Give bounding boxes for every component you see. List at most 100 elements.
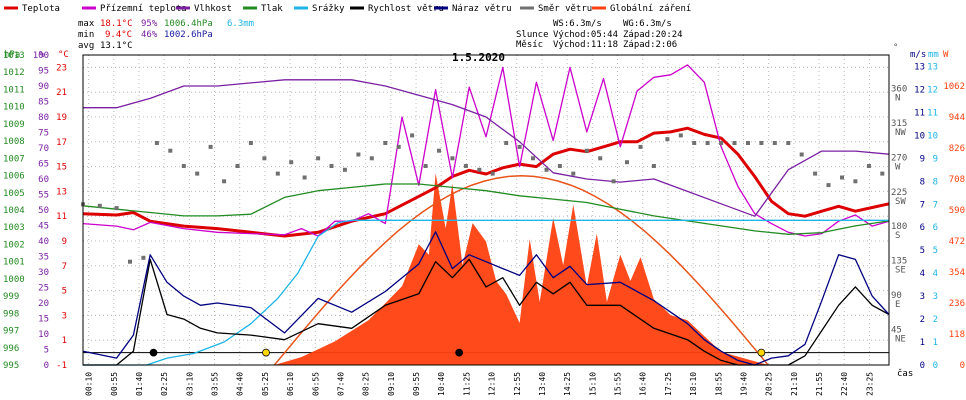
axis-tick-mm: 11: [927, 108, 938, 118]
axis-tick-ms: 12: [914, 85, 925, 95]
axis-tick-time: 18:55: [714, 372, 723, 396]
axis-tick-mm: 12: [927, 85, 938, 95]
wind-direction-point: [880, 171, 885, 176]
axis-tick-dir-deg: 90: [891, 291, 902, 301]
axis-tick-dir-name: N: [895, 93, 900, 103]
legend-label: Teplota: [22, 4, 60, 14]
axis-tick-ms: 5: [920, 246, 925, 256]
axis-unit-ms: m/s: [910, 50, 926, 60]
axis-tick-hpa: 1000: [3, 275, 25, 285]
axis-tick-ms: 9: [920, 154, 925, 164]
astro-marker: [757, 348, 766, 357]
axis-tick-c: 3: [62, 311, 67, 321]
astro-marker: [149, 348, 158, 357]
axis-tick-pct: 35: [38, 253, 49, 263]
axis-tick-c: 7: [62, 262, 67, 272]
axis-tick-time: 06:10: [286, 372, 295, 396]
axis-tick-pct: 90: [38, 82, 49, 92]
info-block: WS:6.3m/s WG:6.3m/s Slunce Východ:05:44 …: [516, 19, 683, 50]
axis-tick-w: 1062: [943, 82, 965, 92]
axis-unit-hpa: hPa: [4, 50, 20, 60]
wind-direction-point: [168, 148, 173, 153]
axis-tick-ms: 2: [920, 315, 925, 325]
axis-tick-time: 06:55: [311, 372, 320, 396]
stats-max-label: max: [78, 19, 95, 29]
axis-tick-pct: 30: [38, 268, 49, 278]
axis-tick-pct: 85: [38, 98, 49, 108]
axis-tick-time: 03:10: [185, 372, 194, 396]
series-line-sr-ky: [83, 219, 889, 366]
axis-tick-time: 12:10: [488, 372, 497, 396]
wind-direction-point: [557, 164, 562, 168]
axis-tick-hpa: 995: [3, 361, 19, 371]
wind-direction-point: [289, 160, 294, 165]
axis-tick-dir-name: S: [895, 231, 900, 241]
wind-direction-point: [826, 183, 831, 188]
axis-tick-w: 236: [949, 299, 965, 309]
wind-direction-point: [154, 141, 159, 145]
axis-tick-mm: 2: [933, 315, 938, 325]
axis-tick-mm: 6: [933, 223, 938, 233]
axis-tick-pct: 25: [38, 284, 49, 294]
wind-direction-point: [208, 144, 213, 149]
wind-direction-point: [128, 259, 132, 264]
axis-tick-time: 19:40: [739, 372, 748, 396]
axis-tick-time: 01:40: [135, 372, 144, 396]
axis-tick-hpa: 998: [3, 309, 19, 319]
wind-direction-point: [705, 141, 710, 145]
axis-tick-pct: 100: [33, 51, 49, 61]
axis-tick-w: 0: [960, 361, 965, 371]
info-mesic-set: Západ:2:06: [623, 40, 677, 50]
axis-tick-pct: 60: [38, 175, 49, 185]
wind-direction-point: [222, 179, 227, 184]
wind-direction-point: [477, 167, 482, 172]
stats-max-temp: 18.1°C: [100, 19, 133, 29]
wind-direction-point: [759, 141, 764, 145]
axis-tick-time: 15:10: [588, 372, 597, 396]
axis-labels: 1013101210111010100910081007100610051004…: [3, 51, 965, 396]
axis-tick-pct: 65: [38, 160, 49, 170]
stats-min-hum: 46%: [141, 30, 158, 40]
axis-tick-time: 05:25: [261, 372, 270, 396]
legend-label: Vlhkost: [194, 4, 232, 14]
wind-direction-point: [772, 141, 777, 145]
axis-tick-dir-deg: 360: [891, 84, 907, 94]
legend-label: Přízemní teplota: [100, 4, 187, 14]
axis-tick-ms: 10: [914, 131, 925, 141]
axis-tick-hpa: 1013: [3, 51, 25, 61]
axis-tick-c: 9: [62, 237, 67, 247]
axis-tick-dir-deg: 270: [891, 153, 907, 163]
axis-tick-time: 15:55: [614, 372, 623, 396]
axis-tick-time: 16:40: [639, 372, 648, 396]
axis-tick-time: 20:25: [765, 372, 774, 396]
axis-tick-ms: 4: [920, 269, 925, 279]
axis-tick-time: 11:25: [462, 372, 471, 396]
info-mesic-label: Měsíc: [516, 40, 543, 50]
axis-tick-time: 13:40: [538, 372, 547, 396]
axis-tick-mm: 13: [927, 62, 938, 72]
axis-tick-pct: 15: [38, 315, 49, 325]
axis-tick-hpa: 997: [3, 327, 19, 337]
astro-marker: [455, 348, 464, 357]
wind-direction-point: [611, 179, 616, 184]
wind-direction-point: [141, 255, 146, 260]
legend-label: Globální záření: [610, 4, 691, 14]
axis-tick-pct: 75: [38, 129, 49, 139]
axis-unit-mm: mm: [928, 50, 939, 60]
axis-tick-pct: 5: [44, 346, 49, 356]
series-line-p-zemn-teplota: [82, 64, 890, 237]
series-line-tlak: [82, 183, 890, 235]
wind-direction-point: [531, 156, 535, 161]
axis-unit-time: čas: [897, 368, 913, 379]
axis-unit-dir: °: [893, 43, 898, 53]
wind-direction-point: [248, 141, 253, 145]
info-slunce-rise: Východ:05:44: [553, 30, 618, 40]
legend-label: Tlak: [261, 4, 283, 14]
axis-unit-w: W: [943, 50, 949, 60]
wind-direction-point: [799, 152, 804, 157]
axis-tick-w: 590: [949, 206, 965, 216]
axis-tick-hpa: 1011: [3, 85, 25, 95]
axis-tick-dir-deg: 180: [891, 222, 907, 232]
axis-tick-dir-deg: 45: [891, 326, 902, 336]
axis-tick-c: 1: [62, 336, 67, 346]
